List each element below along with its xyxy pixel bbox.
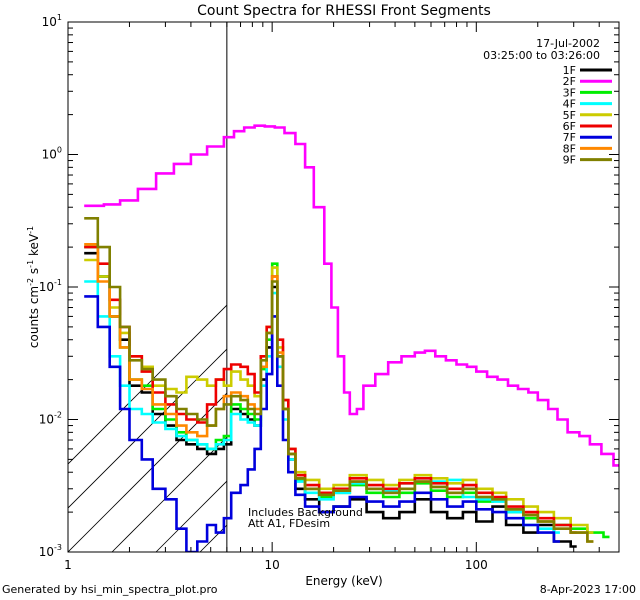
hatch-line (68, 348, 227, 509)
y-tick-label: 10-1 (39, 278, 62, 294)
series-line-9F (84, 217, 594, 543)
y-axis-label: counts cm-2 s-1 keV-1 (26, 226, 41, 348)
series-line-6F (84, 245, 577, 534)
series-layer (84, 124, 619, 552)
hatch-line (68, 392, 227, 552)
x-tick-label: 1 (64, 558, 72, 572)
hatch-line (111, 436, 227, 552)
hatch-line (420, 22, 640, 552)
y-axis: 10-3 10-2 10-1 100 101 (39, 13, 619, 559)
y-tick-label: 10-3 (39, 543, 62, 559)
date-label: 17-Jul-2002 (536, 37, 600, 50)
plot-frame (67, 21, 620, 553)
annotation-background: Includes Background (248, 506, 363, 519)
footer-generated-by: Generated by hsi_min_spectra_plot.pro (2, 583, 218, 596)
hatch-line (332, 22, 640, 552)
legend-label-5F: 5F (563, 109, 576, 122)
footer-timestamp: 8-Apr-2023 17:00 (539, 583, 636, 596)
legend-label-6F: 6F (563, 120, 576, 133)
legend-label-9F: 9F (563, 154, 576, 167)
y-tick-label: 100 (42, 146, 62, 162)
legend-label-4F: 4F (563, 98, 576, 111)
x-axis-label: Energy (keV) (305, 574, 382, 588)
x-axis: 1 10 100 (64, 22, 620, 572)
y-tick-label: 10-2 (39, 411, 62, 427)
legend-label-7F: 7F (563, 131, 576, 144)
legend-label-1F: 1F (563, 64, 576, 77)
annotation-attenuator: Att A1, FDesim (248, 517, 330, 530)
hatch-line (288, 22, 640, 552)
excluded-region-hatch (68, 22, 640, 552)
x-tick-label: 100 (465, 558, 488, 572)
y-tick-label: 101 (42, 13, 62, 29)
legend-label-2F: 2F (563, 75, 576, 88)
chart-title: Count Spectra for RHESSI Front Segments (197, 3, 491, 19)
legend-label-8F: 8F (563, 142, 576, 155)
series-line-2F (84, 124, 619, 467)
hatch-line (376, 22, 640, 552)
time-range-label: 03:25:00 to 03:26:00 (483, 49, 600, 62)
x-tick-label: 10 (265, 558, 280, 572)
legend-label-3F: 3F (563, 86, 576, 99)
